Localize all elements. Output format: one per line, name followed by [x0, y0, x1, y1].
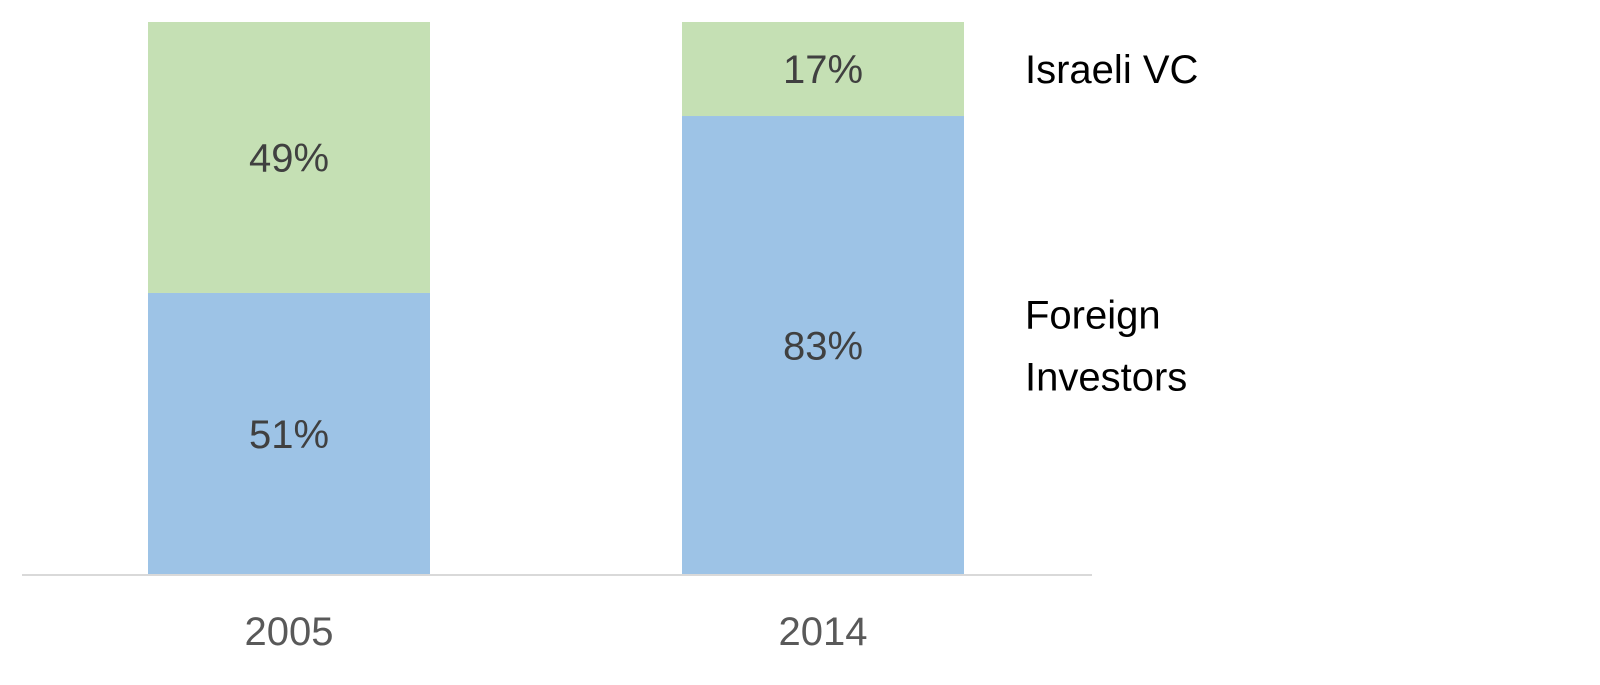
x-tick-label-2005: 2005	[245, 610, 334, 654]
bar-segment-2014-israeli-vc	[682, 22, 964, 117]
legend-label-israeli-vc: Israeli VC	[1025, 48, 1198, 92]
data-label-2014-israeli-vc: 17%	[783, 48, 863, 92]
bar-segment-2005-foreign-investors	[148, 292, 430, 575]
data-label-2005-israeli-vc: 49%	[249, 136, 329, 180]
legend-label-line: Israeli VC	[1025, 48, 1198, 92]
x-tick-labels-group: 2005 2014	[245, 610, 868, 654]
legend: Foreign Investors Israeli VC	[1025, 48, 1198, 400]
legend-label-line: Investors	[1025, 356, 1187, 400]
bar-segment-2005-israeli-vc	[148, 22, 430, 293]
x-tick-label-2014: 2014	[779, 610, 868, 654]
bar-segment-2014-foreign-investors	[682, 116, 964, 575]
data-labels-group: 51% 49% 83% 17%	[249, 48, 863, 457]
data-label-2014-foreign-investors: 83%	[783, 325, 863, 369]
legend-label-foreign-investors: Foreign Investors	[1025, 294, 1187, 400]
data-label-2005-foreign-investors: 51%	[249, 413, 329, 457]
bars-group	[148, 22, 964, 575]
legend-label-line: Foreign	[1025, 294, 1161, 338]
